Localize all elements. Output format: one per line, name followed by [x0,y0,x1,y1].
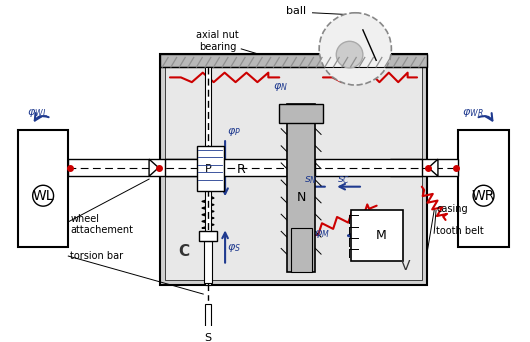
Bar [205,67,211,285]
Bar [458,130,509,247]
Bar [315,159,422,176]
Bar [161,54,427,285]
Bar [165,159,287,176]
Text: P: P [205,163,211,174]
Bar [279,104,323,123]
Text: $\varphi_N$: $\varphi_N$ [273,81,288,93]
Text: wheel
attachement: wheel attachement [70,214,133,236]
Bar [191,327,225,334]
Text: $\varphi_{WR}$: $\varphi_{WR}$ [462,107,483,119]
Text: ball: ball [286,6,306,16]
Bar [197,146,224,192]
Polygon shape [428,159,438,176]
Text: WR: WR [472,189,495,203]
Text: torsion bar: torsion bar [70,251,123,261]
Text: $\varphi_S$: $\varphi_S$ [227,242,241,254]
Bar [18,130,68,247]
Text: $\varphi_M$: $\varphi_M$ [314,228,330,240]
Text: M: M [376,229,387,242]
Text: $s_N$: $s_N$ [304,174,317,186]
Text: N: N [296,191,306,204]
Text: tooth belt: tooth belt [436,226,484,236]
Circle shape [319,13,391,85]
Text: $s_C$: $s_C$ [337,174,350,186]
Text: axial nut
bearing: axial nut bearing [196,30,239,52]
Bar [68,159,197,176]
Text: S: S [205,333,211,342]
Bar [200,334,216,342]
Polygon shape [149,159,158,176]
Circle shape [33,185,54,206]
Circle shape [473,185,494,206]
Text: C: C [179,244,190,259]
Bar [199,231,217,241]
Bar [350,210,403,261]
Text: $\varphi_P$: $\varphi_P$ [227,126,241,137]
Bar [290,227,312,272]
Bar [205,304,211,327]
Bar [391,159,458,176]
Text: R: R [237,163,245,176]
Bar [161,54,427,67]
Circle shape [336,41,363,68]
Text: V: V [401,259,410,273]
Bar [287,104,315,272]
Text: $\varphi_{WL}$: $\varphi_{WL}$ [28,107,48,119]
Bar [204,241,212,282]
Text: casing: casing [436,203,467,213]
Bar [165,67,422,280]
Text: WL: WL [32,189,54,203]
